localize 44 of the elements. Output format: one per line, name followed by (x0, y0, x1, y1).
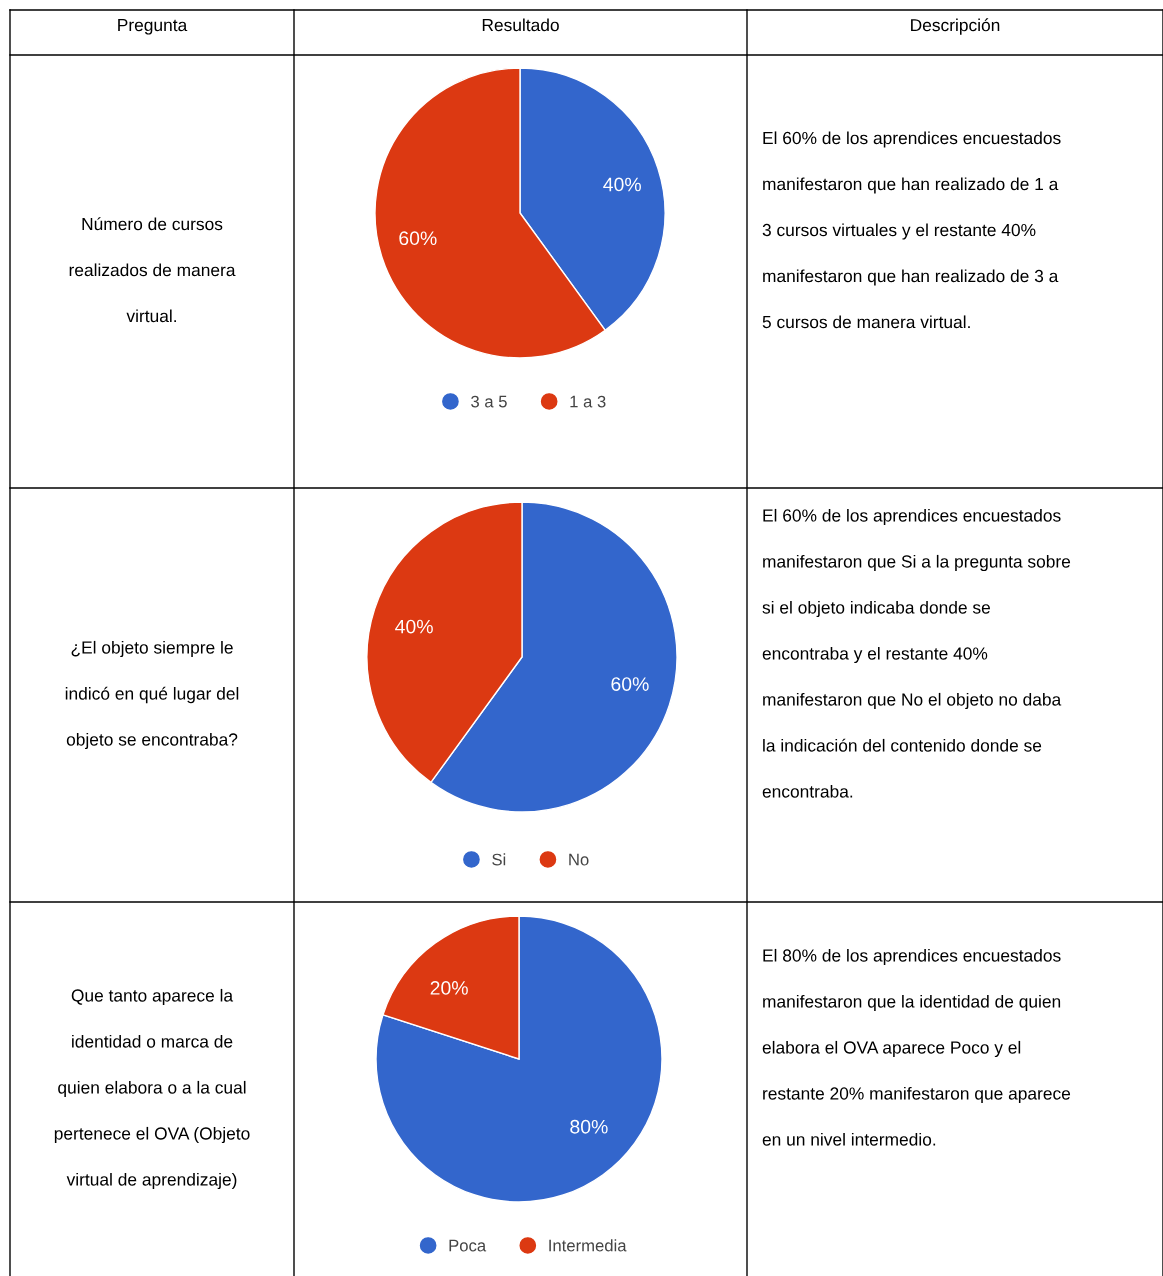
data-label: 40% (603, 177, 641, 192)
text: El 80% de los aprendices encuestados (763, 948, 1061, 966)
text: quien elabora o a la cual (58, 1080, 246, 1098)
text: realizados de manera (69, 263, 236, 277)
legend-label: Si (492, 853, 506, 866)
text: encontraba y el restante 40% (762, 646, 988, 664)
legend-label: 3 a 5 (471, 395, 507, 408)
text: objeto se encontraba? (66, 732, 238, 750)
data-label: 60% (399, 231, 437, 246)
data-label: 80% (570, 1119, 608, 1134)
text: Que tanto aparece la (71, 988, 234, 1006)
pie-slice (375, 915, 663, 1203)
text: El 60% de los aprendices encuestados (763, 131, 1061, 148)
legend-label: Intermedia (549, 1239, 627, 1252)
text: manifestaron que han realizado de 3 a (763, 269, 1059, 286)
text: manifestaron que No el objeto no daba (763, 692, 1062, 710)
text: virtual. (126, 309, 176, 323)
text: indicó en qué lugar del (65, 686, 239, 704)
text: la indicación del contenido donde se (763, 738, 1042, 752)
text: pertenece el OVA (Objeto (54, 1126, 250, 1144)
text: Número de cursos (82, 217, 223, 231)
text: restante 20% manifestaron que aparece (763, 1086, 1071, 1104)
text: manifestaron que la identidad de quien (763, 994, 1061, 1012)
text: manifestaron que han realizado de 1 a (763, 177, 1059, 194)
text: identidad o marca de (72, 1034, 233, 1048)
text: 3 cursos virtuales y el restante 40% (762, 223, 1036, 240)
text: 5 cursos de manera virtual. (762, 315, 970, 329)
legend-label: 1 a 3 (570, 395, 606, 408)
text: si el objeto indicaba donde se (762, 600, 990, 618)
text: manifestaron que Si a la pregunta sobre (763, 554, 1071, 572)
text: elabora el OVA aparece Poco y el (762, 1040, 1021, 1058)
text: en un nivel intermedio. (762, 1132, 936, 1146)
text: El 60% de los aprendices encuestados (763, 508, 1061, 526)
data-label: 20% (430, 981, 468, 995)
text: encontraba. (762, 784, 853, 798)
text: ¿El objeto siempre le (71, 640, 233, 658)
text: Pregunta (118, 19, 188, 35)
data-label: 60% (611, 677, 649, 691)
data-label: 40% (395, 619, 433, 634)
chart-title: Resultado (482, 18, 559, 32)
legend-label: No (569, 853, 589, 866)
text: Descripción (911, 18, 1000, 35)
legend-label: Poca (449, 1239, 487, 1252)
text: virtual de aprendizaje) (66, 1172, 237, 1190)
